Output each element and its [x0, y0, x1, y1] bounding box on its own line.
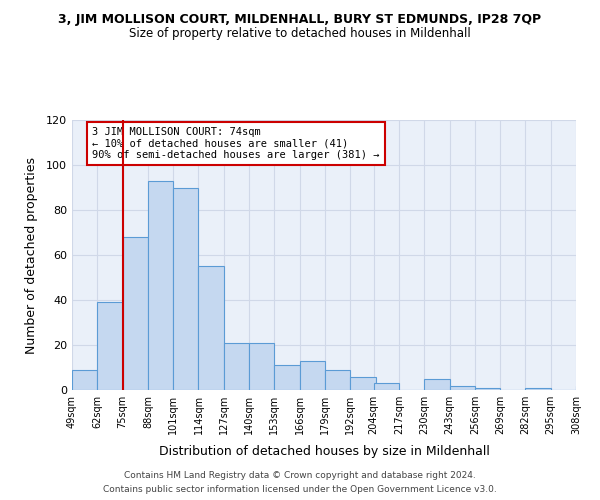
- Bar: [576, 386, 600, 390]
- Text: Contains public sector information licensed under the Open Government Licence v3: Contains public sector information licen…: [103, 484, 497, 494]
- Y-axis label: Number of detached properties: Number of detached properties: [25, 156, 38, 354]
- Bar: [199, 266, 224, 390]
- Bar: [249, 343, 274, 390]
- Bar: [475, 388, 500, 390]
- Bar: [374, 383, 399, 390]
- Text: 3 JIM MOLLISON COURT: 74sqm
← 10% of detached houses are smaller (41)
90% of sem: 3 JIM MOLLISON COURT: 74sqm ← 10% of det…: [92, 126, 380, 160]
- Text: Size of property relative to detached houses in Mildenhall: Size of property relative to detached ho…: [129, 28, 471, 40]
- Bar: [350, 376, 376, 390]
- Bar: [122, 237, 148, 390]
- Bar: [526, 388, 551, 390]
- Bar: [72, 370, 97, 390]
- Bar: [173, 188, 199, 390]
- Bar: [97, 302, 122, 390]
- Text: 3, JIM MOLLISON COURT, MILDENHALL, BURY ST EDMUNDS, IP28 7QP: 3, JIM MOLLISON COURT, MILDENHALL, BURY …: [58, 12, 542, 26]
- Bar: [424, 379, 449, 390]
- Bar: [224, 343, 249, 390]
- Bar: [148, 180, 173, 390]
- Text: Contains HM Land Registry data © Crown copyright and database right 2024.: Contains HM Land Registry data © Crown c…: [124, 472, 476, 480]
- Bar: [325, 370, 350, 390]
- Bar: [299, 361, 325, 390]
- Bar: [449, 386, 475, 390]
- X-axis label: Distribution of detached houses by size in Mildenhall: Distribution of detached houses by size …: [158, 446, 490, 458]
- Bar: [274, 365, 299, 390]
